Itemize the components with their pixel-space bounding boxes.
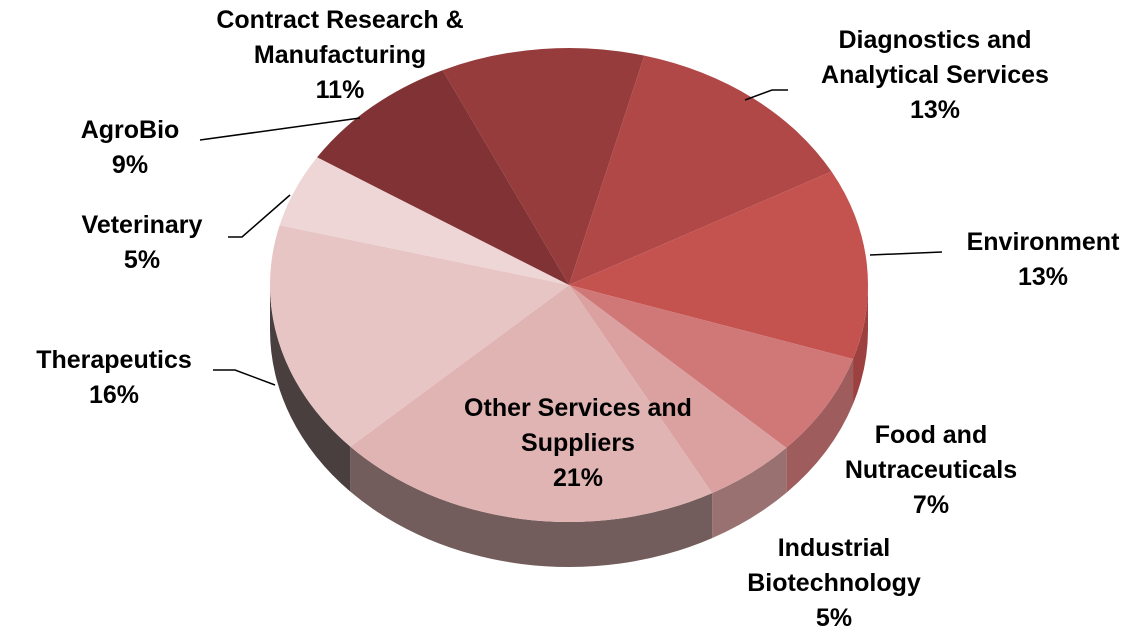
slice	[569, 171, 868, 360]
slice-side	[270, 285, 351, 492]
slice-label: Diagnostics and Analytical Services 13%	[821, 26, 1049, 124]
slice	[569, 285, 854, 448]
slice-label: Industrial Biotechnology 5%	[747, 534, 921, 632]
slice-side	[712, 447, 787, 539]
slice	[569, 55, 832, 286]
slice	[270, 225, 569, 447]
slice	[317, 70, 569, 286]
slice-label: AgroBio 9%	[80, 116, 180, 179]
slice	[442, 47, 645, 285]
slice-side	[853, 285, 868, 405]
slice-side	[350, 446, 713, 567]
slice-side	[786, 359, 854, 493]
leader-line	[199, 117, 361, 141]
slice	[279, 157, 569, 285]
slice-label: Contract Research & Manufacturing 11%	[216, 6, 464, 104]
leader-line	[869, 251, 943, 256]
leader-line	[228, 194, 291, 238]
slice-label: Veterinary 5%	[81, 211, 203, 274]
leader-line	[744, 89, 788, 101]
leader-lines	[199, 89, 943, 386]
slice-label: Food and Nutraceuticals 7%	[844, 421, 1018, 519]
slice	[350, 285, 713, 522]
slice-label: Therapeutics 16%	[36, 346, 192, 409]
slice	[569, 285, 787, 494]
slice-label: Other Services and Suppliers 21%	[464, 394, 692, 492]
leader-line	[213, 369, 276, 386]
slice-label: Environment 13%	[966, 228, 1120, 291]
